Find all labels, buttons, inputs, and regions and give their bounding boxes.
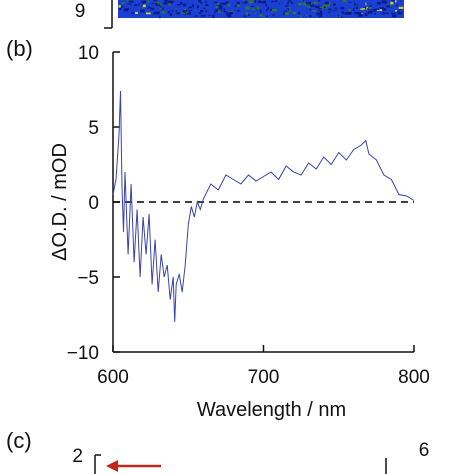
chart-panel-b: 10 5 0 −5 −10 600 700 800 ΔO.D. / mOD Waveleng… — [49, 43, 430, 421]
strip-tick-label: 9 — [75, 1, 86, 22]
panel-a-image-strip: 9 — [75, 0, 404, 29]
panel-c-left-tick: 2 — [72, 446, 83, 467]
x-tick-label: 700 — [248, 367, 280, 388]
y-tick-label: −10 — [67, 343, 99, 364]
x-axis-label: Wavelength / nm — [197, 399, 346, 421]
strip-texture — [118, 0, 404, 19]
y-tick-label: 0 — [88, 193, 99, 214]
y-tick-label: −5 — [77, 268, 99, 289]
panel-label-c: (c) — [6, 428, 32, 453]
panel-label-b: (b) — [6, 36, 33, 61]
panel-c-right-tick: 6 — [419, 440, 430, 461]
series-line — [112, 90, 415, 323]
red-arrow-icon — [106, 460, 161, 472]
y-axis-label: ΔO.D. / mOD — [49, 143, 71, 261]
y-tick-label: 5 — [88, 118, 99, 139]
y-tick-label: 10 — [78, 43, 99, 64]
x-tick-label: 600 — [97, 367, 129, 388]
panel-c-preview: (c) 2 6 — [6, 428, 429, 474]
x-ticks: 600 700 800 — [97, 345, 430, 388]
y-ticks: 10 5 0 −5 −10 — [67, 43, 120, 364]
x-tick-label: 800 — [398, 367, 430, 388]
